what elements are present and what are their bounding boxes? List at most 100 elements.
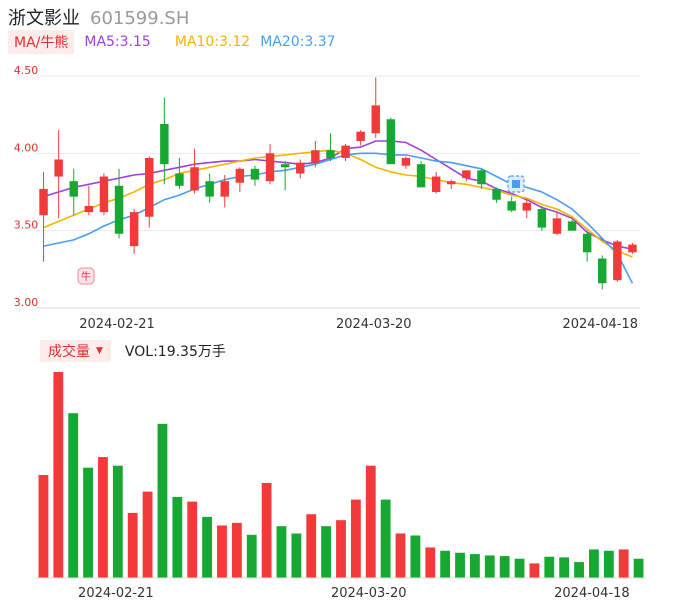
volume-bar	[112, 465, 123, 578]
price-x-tick-label: 2024-02-21	[79, 317, 155, 332]
candle-body	[39, 188, 48, 216]
candle-body	[386, 119, 396, 165]
volume-selector-label: 成交量	[48, 344, 90, 360]
candle-body	[235, 168, 245, 183]
price-tick-label: 3.50	[14, 219, 39, 232]
candle-body	[296, 162, 305, 174]
volume-x-tick-label: 2024-04-18	[554, 586, 630, 601]
candle-body	[462, 170, 471, 179]
marker-badge-core	[512, 180, 520, 188]
volume-bar	[380, 499, 391, 578]
volume-bar	[529, 563, 540, 578]
candle-body	[205, 181, 214, 197]
candle-body	[311, 150, 320, 163]
volume-bar	[425, 547, 436, 578]
candle-body	[537, 209, 547, 228]
candle-body	[507, 201, 516, 211]
price-x-tick-label: 2024-03-20	[336, 317, 412, 332]
candle-body	[175, 173, 184, 186]
candle-body	[160, 123, 169, 165]
volume-bar	[321, 526, 332, 578]
candle-body	[552, 218, 562, 234]
ma10-line	[43, 149, 633, 258]
volume-bar	[618, 549, 629, 578]
candle-body	[582, 233, 592, 253]
candle-body	[371, 105, 380, 134]
volume-bar	[202, 516, 213, 578]
volume-bar	[157, 423, 168, 578]
candle-body	[54, 159, 63, 177]
volume-bar	[38, 475, 49, 578]
volume-bar	[98, 457, 108, 578]
candle-body	[69, 181, 78, 197]
bull-badge-icon	[77, 267, 95, 285]
volume-bar	[172, 496, 183, 578]
candle-body	[250, 168, 260, 180]
volume-bar	[514, 558, 525, 578]
volume-bar	[559, 557, 570, 578]
candle-body	[220, 181, 229, 197]
volume-bar	[410, 535, 421, 578]
ma20-line	[43, 152, 634, 284]
volume-bar	[603, 550, 614, 578]
candle-body	[99, 176, 109, 213]
candle-body	[447, 181, 456, 185]
volume-x-tick-label: 2024-03-20	[331, 586, 407, 601]
candle-body	[356, 131, 365, 141]
volume-bar	[484, 555, 495, 578]
volume-bar	[83, 467, 93, 578]
ma5-line	[43, 140, 633, 250]
candle-body	[613, 241, 622, 281]
price-x-tick-label: 2024-04-18	[562, 317, 638, 332]
candle-body	[84, 205, 94, 213]
candle-body	[326, 150, 335, 158]
price-tick-label: 4.00	[14, 141, 39, 154]
candle-body	[431, 176, 441, 192]
candle-body	[492, 188, 501, 200]
volume-bar	[291, 533, 302, 578]
volume-bar	[231, 522, 242, 578]
volume-bar	[246, 534, 257, 578]
title-row: 浙文影业 601599.SH	[8, 4, 190, 29]
volume-bar	[53, 372, 64, 578]
volume-bar	[440, 550, 451, 578]
candle-body	[628, 244, 637, 253]
volume-bar	[469, 554, 480, 578]
volume-bar	[187, 501, 198, 578]
candle-body	[401, 157, 411, 166]
volume-bar	[455, 552, 465, 578]
volume-bar	[142, 491, 153, 578]
indicator-selector[interactable]: MA/牛熊	[8, 30, 75, 54]
volume-bar	[633, 558, 644, 578]
volume-x-tick-label: 2024-02-21	[78, 586, 154, 601]
ma5-legend: MA5:3.15	[84, 34, 151, 50]
volume-header: 成交量 ▼ VOL:19.35万手	[40, 340, 226, 362]
candle-body	[280, 164, 290, 168]
candle-body	[129, 212, 139, 247]
ma-legend: MA/牛熊 MA5:3.15 MA10:3.12 MA20:3.37	[8, 30, 336, 54]
volume-bar	[365, 465, 376, 578]
bull-badge-label: 牛	[81, 270, 91, 283]
stock-code: 601599.SH	[90, 8, 190, 29]
volume-bar	[261, 482, 272, 578]
volume-bar	[127, 512, 138, 578]
candle-body	[598, 258, 607, 284]
candle-body	[114, 185, 124, 234]
volume-bar	[499, 556, 510, 578]
volume-bar	[574, 562, 584, 578]
volume-bar	[68, 413, 79, 578]
ma20-legend: MA20:3.37	[260, 34, 336, 50]
volume-bar	[276, 526, 287, 578]
candle-body	[567, 221, 577, 231]
candle-body	[265, 153, 275, 182]
candle-body	[190, 167, 199, 191]
candle-body	[341, 145, 350, 158]
volume-value: VOL:19.35万手	[124, 344, 226, 360]
volume-bar	[217, 525, 227, 578]
volume-selector[interactable]: 成交量 ▼	[40, 340, 111, 362]
volume-bar	[350, 499, 361, 578]
candle-body	[416, 164, 426, 188]
volume-bar	[589, 549, 599, 578]
caret-down-icon: ▼	[96, 346, 103, 356]
